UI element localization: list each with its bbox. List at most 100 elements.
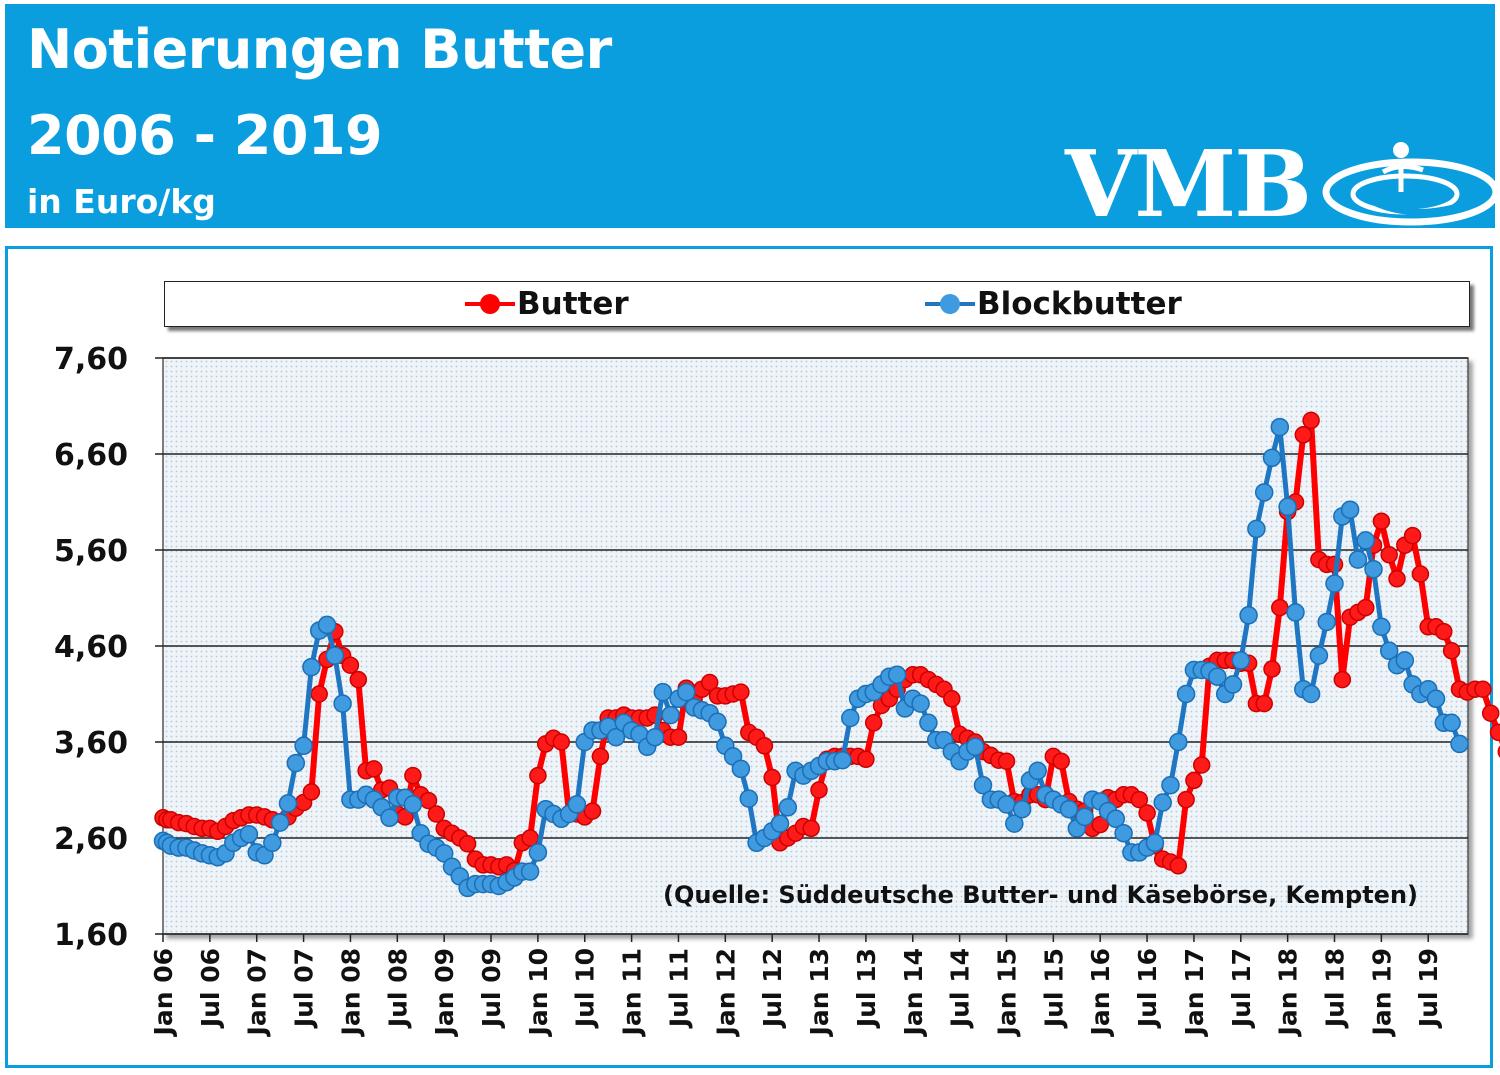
data-point — [1364, 559, 1383, 579]
page-subtitle: 2006 - 2019 — [27, 104, 383, 167]
data-point — [1489, 723, 1500, 742]
data-point — [1340, 500, 1360, 519]
unit-label: in Euro/kg — [27, 182, 216, 221]
x-tick-label: Jul 17 — [1227, 948, 1256, 1029]
data-point — [458, 835, 477, 853]
data-point — [263, 833, 282, 853]
data-point — [1231, 651, 1251, 670]
data-point — [341, 656, 360, 674]
x-tick-label: Jan 18 — [1274, 948, 1303, 1037]
data-point — [1302, 411, 1320, 430]
data-point — [732, 683, 750, 701]
x-tick-label: Jul 13 — [852, 948, 881, 1029]
legend-item-butter: Butter — [465, 282, 629, 325]
data-point — [567, 795, 587, 814]
data-point — [864, 714, 883, 732]
legend-label-butter: Butter — [517, 285, 629, 322]
data-point — [708, 712, 727, 732]
logo-text: VMB — [1065, 130, 1312, 238]
data-point — [1442, 713, 1461, 733]
data-point — [911, 694, 930, 713]
data-point — [1169, 857, 1188, 875]
legend-swatch-blockbutter — [925, 293, 975, 314]
data-point — [1395, 651, 1415, 670]
data-point — [1286, 603, 1305, 622]
data-point — [1301, 684, 1321, 704]
x-tick-label: Jul 09 — [477, 948, 506, 1029]
y-tick-label: 7,60 — [54, 342, 128, 377]
data-point — [1294, 426, 1313, 444]
x-tick-label: Jan 06 — [149, 948, 178, 1037]
x-tick-label: Jan 16 — [1086, 948, 1115, 1037]
data-point — [1075, 807, 1094, 827]
x-tick-label: Jul 06 — [196, 948, 225, 1029]
data-point — [965, 737, 985, 757]
y-tick-label: 3,60 — [54, 726, 128, 761]
data-point — [997, 752, 1016, 770]
data-point — [286, 753, 306, 773]
data-point — [1005, 814, 1024, 833]
data-point — [1435, 622, 1453, 641]
x-tick-label: Jul 19 — [1414, 948, 1443, 1029]
x-axis: Jan 06 Jul 06 Jan 07 Jul 07 Jan 08 Jul 08 Jan … — [149, 934, 1443, 1037]
data-point — [770, 814, 790, 833]
x-tick-label: Jul 11 — [664, 948, 693, 1029]
x-tick-label: Jul 16 — [1133, 948, 1162, 1029]
data-point — [653, 682, 673, 702]
data-point — [520, 862, 540, 881]
data-point — [1114, 823, 1133, 843]
data-point — [349, 670, 368, 689]
data-point — [1270, 417, 1290, 437]
x-tick-label: Jul 08 — [383, 948, 412, 1029]
data-point — [1262, 448, 1282, 468]
data-point — [1223, 675, 1243, 694]
data-point — [239, 824, 259, 844]
y-tick-label: 6,60 — [54, 438, 128, 473]
data-point — [1185, 771, 1203, 790]
data-point — [1372, 617, 1391, 637]
data-point — [528, 843, 548, 862]
data-point — [833, 750, 852, 770]
data-point — [1145, 833, 1165, 853]
x-tick-label: Jul 15 — [1039, 948, 1068, 1029]
x-tick-label: Jul 14 — [946, 948, 975, 1029]
data-point — [591, 747, 610, 766]
page-title: Notierungen Butter — [27, 18, 612, 81]
data-point — [700, 673, 719, 692]
data-point — [645, 727, 665, 747]
data-point — [677, 682, 696, 702]
data-point — [552, 733, 571, 751]
data-point — [1177, 790, 1195, 809]
x-tick-label: Jan 12 — [711, 948, 740, 1037]
data-point — [973, 775, 993, 795]
gridlines — [163, 357, 1468, 935]
data-point — [1161, 775, 1180, 795]
data-point — [1130, 790, 1149, 809]
data-point — [294, 736, 313, 756]
data-point — [404, 766, 422, 785]
data-point — [1247, 519, 1266, 539]
data-point — [1450, 734, 1469, 754]
data-point — [1091, 815, 1109, 834]
data-point — [1239, 606, 1258, 625]
x-tick-label: Jul 10 — [571, 948, 600, 1029]
data-point — [1442, 642, 1461, 660]
data-point — [1271, 598, 1289, 617]
data-point — [1192, 756, 1211, 774]
data-point — [810, 781, 828, 799]
data-point — [997, 795, 1016, 814]
legend-swatch-butter — [465, 293, 515, 314]
data-point — [802, 819, 820, 838]
data-point — [731, 759, 751, 779]
data-point — [380, 808, 399, 828]
legend-label-blockbutter: Blockbutter — [977, 285, 1182, 322]
x-tick-label: Jul 07 — [290, 948, 319, 1029]
data-point — [365, 760, 383, 778]
data-point — [1325, 574, 1344, 593]
swirl-emblem-icon — [1322, 142, 1500, 226]
data-point — [1348, 550, 1368, 569]
data-point — [857, 750, 875, 769]
data-point — [1106, 809, 1126, 829]
x-tick-label: Jan 19 — [1367, 948, 1396, 1037]
